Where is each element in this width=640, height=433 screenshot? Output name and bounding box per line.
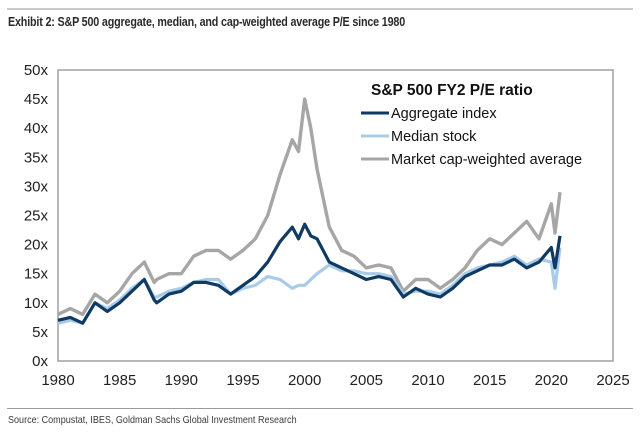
y-tick-label: 40x: [24, 120, 49, 137]
y-tick-label: 15x: [24, 266, 49, 283]
y-tick-label: 0x: [32, 353, 48, 370]
x-tick-label: 1995: [226, 372, 259, 389]
x-tick-label: 1990: [165, 372, 198, 389]
y-tick-label: 5x: [32, 324, 48, 341]
source-note: Source: Compustat, IBES, Goldman Sachs G…: [8, 414, 297, 426]
y-tick-label: 50x: [24, 62, 49, 79]
exhibit-title: Exhibit 2: S&P 500 aggregate, median, an…: [8, 15, 406, 29]
series-line-aggregate-index: [57, 222, 562, 325]
x-tick-label: 2020: [535, 372, 568, 389]
y-tick-label: 30x: [24, 178, 49, 195]
x-tick-label: 2005: [350, 372, 383, 389]
legend-label: Aggregate index: [391, 106, 497, 122]
x-tick-label: 2000: [288, 372, 321, 389]
series-group: [57, 97, 562, 325]
legend-label: Median stock: [391, 129, 477, 145]
bottom-rule: [7, 408, 633, 409]
x-tick-label: 2025: [596, 372, 629, 389]
plot-frame: [57, 69, 614, 362]
y-axis: 0x 5x 10x 15x 20x 25x 30x 35x 40x 45x 50x: [24, 62, 49, 370]
top-rule: [7, 8, 633, 10]
y-tick-label: 10x: [24, 295, 49, 312]
x-tick-label: 2010: [411, 372, 444, 389]
y-tick-label: 45x: [24, 91, 49, 108]
legend: S&P 500 FY2 P/E ratio Aggregate index Med…: [361, 82, 582, 168]
legend-label: Market cap-weighted average: [391, 152, 582, 168]
y-tick-label: 20x: [24, 237, 49, 254]
x-tick-label: 1985: [103, 372, 136, 389]
series-line-market-cap-weighted-average: [57, 97, 562, 317]
x-tick-label: 2015: [473, 372, 506, 389]
x-tick-label: 1980: [41, 372, 74, 389]
series-line-median-stock: [57, 247, 562, 325]
legend-title: S&P 500 FY2 P/E ratio: [371, 82, 533, 99]
y-tick-label: 35x: [24, 149, 49, 166]
x-axis: 1980 1985 1990 1995 2000 2005 2010 2015 2020 2025: [41, 372, 629, 389]
y-tick-label: 25x: [24, 208, 49, 225]
